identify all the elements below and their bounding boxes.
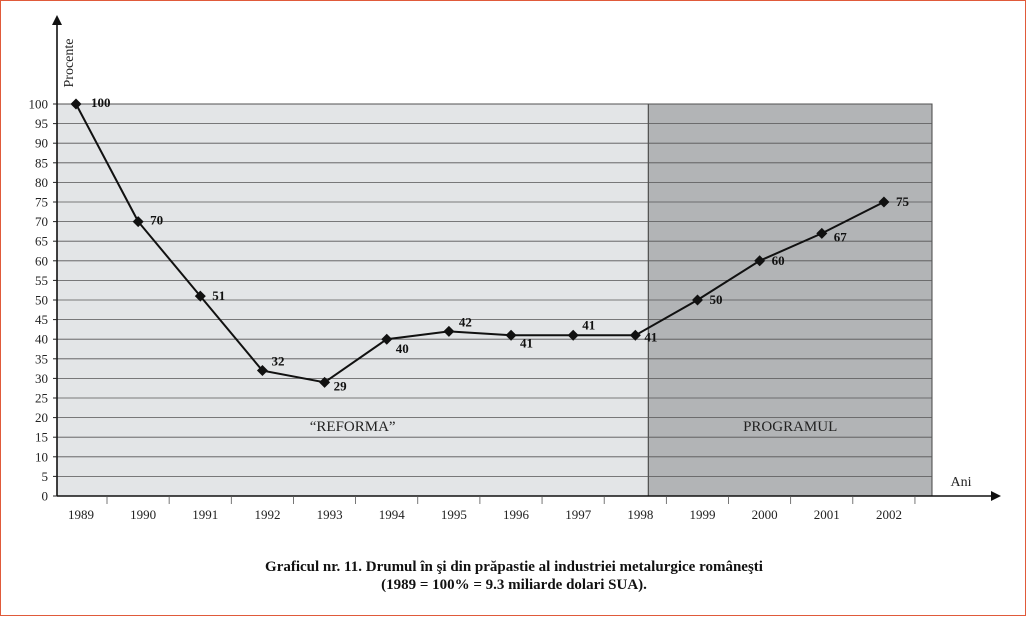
data-label-1993: 29 xyxy=(334,378,348,393)
y-tick-label-95: 95 xyxy=(35,116,48,131)
x-tick-label-2001: 2001 xyxy=(814,507,840,522)
data-point-2001 xyxy=(816,227,828,239)
data-point-2002 xyxy=(878,196,890,208)
y-tick-label-40: 40 xyxy=(35,332,48,347)
x-tick-label-1997: 1997 xyxy=(565,507,592,522)
data-label-2000: 60 xyxy=(772,253,785,268)
data-label-2001: 67 xyxy=(834,229,848,244)
x-axis-label: Ani xyxy=(951,475,972,490)
data-label-1989: 100 xyxy=(91,95,111,110)
y-tick-label-15: 15 xyxy=(35,430,48,445)
y-tick-label-35: 35 xyxy=(35,351,48,366)
y-tick-label-20: 20 xyxy=(35,410,48,425)
y-tick-label-55: 55 xyxy=(35,273,48,288)
x-axis-arrow xyxy=(991,491,1001,501)
y-tick-label-45: 45 xyxy=(35,312,48,327)
data-point-1991 xyxy=(194,290,206,302)
y-tick-label-80: 80 xyxy=(35,175,48,190)
region-label-reforma: “REFORMA” xyxy=(310,419,396,435)
y-tick-label-85: 85 xyxy=(35,155,48,170)
y-tick-label-100: 100 xyxy=(29,97,49,112)
y-tick-label-60: 60 xyxy=(35,253,48,268)
region-label-programul: PROGRAMUL xyxy=(743,419,837,435)
data-point-1989 xyxy=(70,98,82,110)
y-tick-label-90: 90 xyxy=(35,136,48,151)
data-label-1992: 32 xyxy=(271,354,284,369)
data-point-1997 xyxy=(567,329,579,341)
x-tick-label-1993: 1993 xyxy=(317,507,343,522)
y-axis-arrow xyxy=(52,15,62,25)
caption-line-2: (1989 = 100% = 9.3 miliarde dolari SUA). xyxy=(381,577,647,593)
x-tick-label-1995: 1995 xyxy=(441,507,467,522)
figure-caption: Graficul nr. 11. Drumul în şi din prăpas… xyxy=(1,558,1026,594)
data-label-1991: 51 xyxy=(212,288,225,303)
data-label-1998: 41 xyxy=(644,329,657,344)
x-tick-label-1990: 1990 xyxy=(130,507,156,522)
data-label-1994: 40 xyxy=(396,341,409,356)
caption-line-1: Graficul nr. 11. Drumul în şi din prăpas… xyxy=(265,559,763,575)
data-label-1997: 41 xyxy=(582,317,595,332)
data-point-1998 xyxy=(629,329,641,341)
x-tick-label-1999: 1999 xyxy=(690,507,716,522)
data-label-1996: 41 xyxy=(520,335,533,350)
x-tick-label-1996: 1996 xyxy=(503,507,530,522)
x-tick-label-1989: 1989 xyxy=(68,507,94,522)
data-label-2002: 75 xyxy=(896,194,910,209)
data-point-2000 xyxy=(754,255,766,267)
data-label-1995: 42 xyxy=(459,314,472,329)
y-tick-label-30: 30 xyxy=(35,371,48,386)
data-point-1990 xyxy=(132,216,144,228)
y-tick-label-65: 65 xyxy=(35,234,48,249)
data-point-1993 xyxy=(319,376,331,388)
data-label-1999: 50 xyxy=(710,292,723,307)
y-axis-label: Procente xyxy=(62,39,77,88)
y-tick-label-0: 0 xyxy=(42,489,49,504)
data-point-1996 xyxy=(505,329,517,341)
series-line xyxy=(75,103,885,384)
data-point-1995 xyxy=(443,325,455,337)
x-tick-label-1991: 1991 xyxy=(192,507,218,522)
data-point-1992 xyxy=(256,365,268,377)
y-tick-label-5: 5 xyxy=(42,469,49,484)
y-tick-label-75: 75 xyxy=(35,195,48,210)
x-tick-label-2000: 2000 xyxy=(752,507,778,522)
data-point-1999 xyxy=(692,294,703,306)
x-tick-label-1998: 1998 xyxy=(627,507,653,522)
y-tick-label-10: 10 xyxy=(35,449,48,464)
y-tick-label-25: 25 xyxy=(35,391,48,406)
x-tick-label-1992: 1992 xyxy=(254,507,280,522)
data-label-1990: 70 xyxy=(150,213,163,228)
x-tick-label-1994: 1994 xyxy=(379,507,406,522)
y-tick-label-50: 50 xyxy=(35,293,48,308)
y-tick-label-70: 70 xyxy=(35,214,48,229)
x-tick-label-2002: 2002 xyxy=(876,507,902,522)
data-point-1994 xyxy=(381,333,393,345)
